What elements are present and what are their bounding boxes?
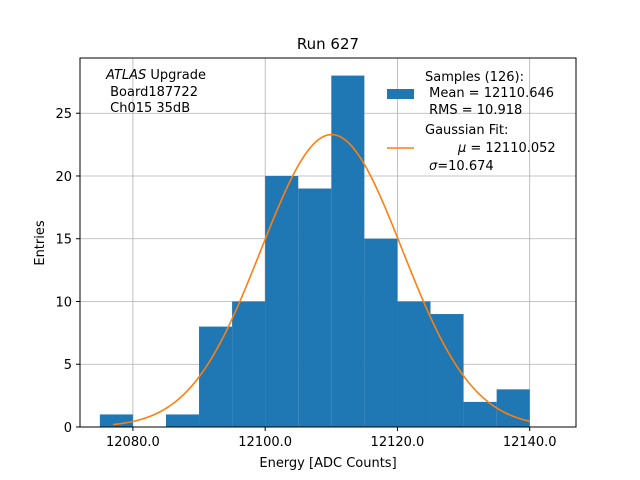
histogram-bar-2	[165, 414, 200, 427]
legend-samples-title: Samples (126):	[425, 70, 524, 85]
annotation-line-3: Ch015 35dB	[106, 101, 190, 116]
annotation-upgrade: Upgrade	[146, 68, 206, 83]
legend-samples-rms: RMS = 10.918	[425, 103, 522, 118]
histogram-bar-9	[397, 301, 431, 427]
gaussian-fit-curve	[112, 133, 530, 426]
legend-fit-title: Gaussian Fit:	[425, 123, 508, 138]
x-tick-label-1: 12100.0	[238, 435, 292, 450]
histogram-bar-3	[199, 326, 233, 427]
y-axis-ticks: 0 5 10 15 20 25	[55, 107, 80, 436]
histogram-bar-4	[232, 301, 266, 427]
y-tick-label-4: 20	[55, 170, 72, 185]
x-tick-label-3: 12140.0	[503, 435, 557, 450]
x-tick-label-2: 12120.0	[371, 435, 425, 450]
x-axis-label: Energy [ADC Counts]	[259, 456, 396, 471]
x-axis-ticks: 12080.0 12100.0 12120.0 12140.0	[106, 427, 557, 450]
histogram-bar-0	[99, 414, 133, 427]
legend-samples-mean: Mean = 12110.646	[425, 86, 554, 101]
chart-title: Run 627	[297, 35, 359, 53]
legend-sigma-symbol: σ	[429, 159, 438, 174]
annotation-line-2: Board187722	[106, 85, 198, 100]
legend-samples-swatch	[387, 89, 414, 99]
y-tick-label-0: 0	[64, 421, 72, 436]
y-tick-label-1: 5	[64, 358, 72, 373]
legend-sigma-value: =10.674	[437, 159, 493, 174]
histogram-bar-10	[430, 314, 464, 427]
y-tick-label-3: 15	[55, 233, 72, 248]
atlas-annotation: ATLAS Upgrade Board187722 Ch015 35dB	[105, 68, 206, 116]
y-tick-label-5: 25	[55, 107, 72, 122]
legend-fit-sigma: σ=10.674	[429, 159, 494, 174]
legend: Samples (126): Mean = 12110.646 RMS = 10…	[387, 70, 576, 174]
histogram-bar-11	[463, 401, 497, 427]
histogram-bars	[99, 75, 530, 428]
y-tick-label-2: 10	[55, 295, 72, 310]
histogram-bar-7	[331, 75, 365, 428]
histogram-bar-5	[265, 175, 299, 427]
annotation-line-1: ATLAS Upgrade	[105, 68, 206, 83]
legend-mu-value: = 12110.052	[466, 141, 555, 156]
plot-frame	[79, 57, 577, 428]
x-tick-label-0: 12080.0	[106, 435, 160, 450]
histogram-bar-6	[298, 188, 332, 427]
y-axis-label: Entries	[33, 220, 48, 266]
histogram-bar-12	[496, 389, 530, 427]
annotation-atlas: ATLAS	[105, 68, 146, 83]
histogram-bar-8	[364, 238, 398, 427]
legend-fit-mu: μ = 12110.052	[429, 141, 576, 156]
legend-mu-symbol: μ	[457, 141, 466, 156]
